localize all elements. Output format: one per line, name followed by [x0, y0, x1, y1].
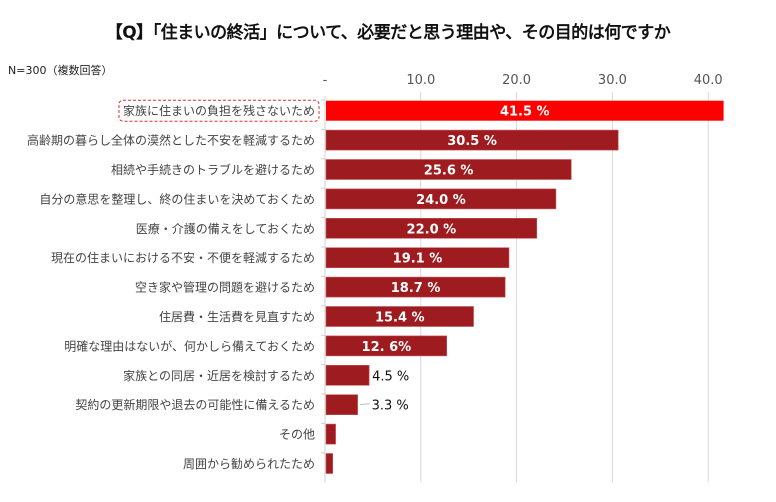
data-label: 41.5 % — [500, 105, 550, 120]
category-label: 周囲から勧められたため — [183, 457, 315, 471]
category-label: 家族に住まいの負担を残さないため — [123, 103, 315, 118]
category-label: 明確な理由はないが、何かしら備えておくため — [64, 338, 315, 353]
data-label: 15.4 % — [375, 311, 425, 326]
bar — [325, 218, 538, 239]
x-tick-label: 40.0 — [694, 73, 723, 88]
bar — [325, 188, 557, 210]
bar — [325, 129, 619, 151]
bar — [325, 306, 474, 327]
bar — [325, 423, 336, 445]
data-label: 24.0 % — [416, 193, 466, 208]
bar — [325, 159, 572, 180]
data-label: 19.1 % — [393, 252, 443, 267]
bar — [325, 276, 506, 298]
data-label: 25.6 % — [424, 164, 474, 179]
x-tick-label: 30.0 — [598, 73, 627, 88]
data-label: 18.7 % — [391, 281, 441, 296]
x-tick-label: - — [323, 73, 328, 88]
category-label: 現在の住まいにおける不安・不便を軽減するため — [51, 250, 315, 265]
category-label: 契約の更新期限や退去の可能性に備えるため — [75, 397, 315, 412]
category-label: その他 — [279, 428, 315, 442]
category-label: 住居費・生活費を見直すため — [159, 309, 315, 324]
x-tick-label: 10.0 — [406, 73, 435, 88]
data-label: 12. 6% — [362, 340, 412, 355]
category-label: 自分の意思を整理し、終の住まいを決めておくため — [39, 191, 315, 206]
bar — [326, 100, 724, 121]
category-label: 相続や手続きのトラブルを避けるため — [111, 162, 315, 177]
data-label: 3.3 % — [372, 399, 409, 414]
highlight-frame — [118, 99, 320, 122]
bar — [325, 453, 334, 474]
category-label: 空き家や管理の問題を避けるため — [135, 280, 315, 295]
bar — [325, 394, 358, 416]
sample-note: N=300（複数回答） — [8, 64, 113, 77]
x-tick-label: 20.0 — [502, 73, 531, 88]
bar — [325, 364, 370, 386]
category-label: 家族との同居・近居を検討するため — [123, 368, 315, 383]
data-label: 22.0 % — [407, 222, 457, 237]
data-label: 4.5 % — [372, 369, 409, 384]
leader-line — [359, 403, 370, 406]
bar — [325, 335, 448, 357]
data-label: 30.5 % — [447, 134, 497, 149]
category-label: 高齢期の暮らし全体の漠然とした不安を軽減するため — [27, 133, 315, 148]
chart-title: 【Q】「住まいの終活」について、必要だと思う理由や、その目的は何ですか — [105, 23, 671, 43]
category-label: 医療・介護の備えをしておくため — [136, 221, 315, 236]
bar — [325, 247, 510, 268]
